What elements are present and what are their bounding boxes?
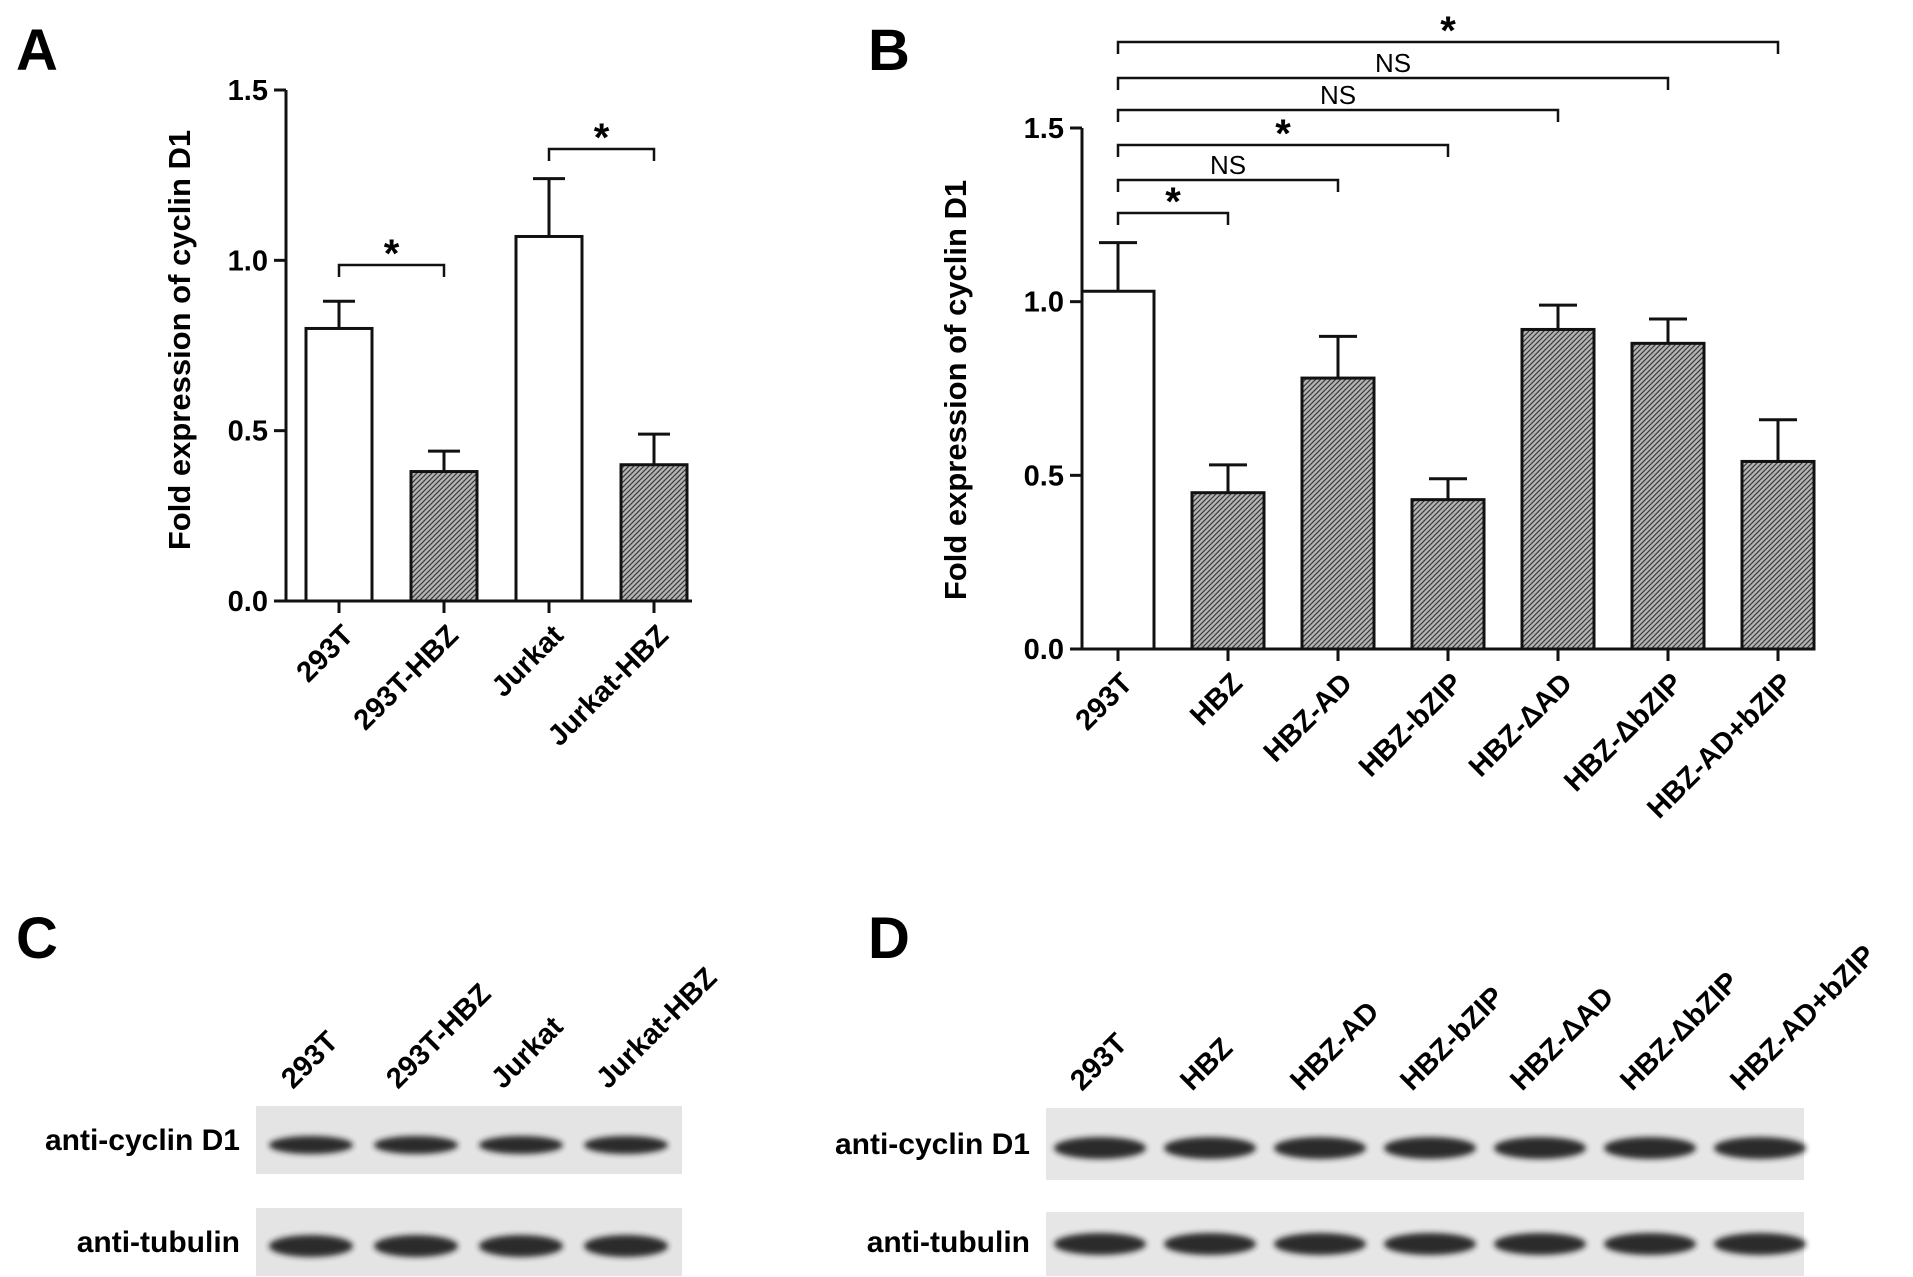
blot-d-band	[1164, 1233, 1256, 1255]
blot-d-lane-label: HBZ-AD+bZIP	[1724, 939, 1882, 1097]
chart-a-bar	[409, 470, 479, 603]
blot-d-lane-label: HBZ	[1174, 1032, 1239, 1097]
blot-d-band	[1494, 1137, 1586, 1159]
blot-c-band	[584, 1136, 668, 1154]
chart-a-ytick-label: 1.5	[228, 75, 268, 107]
blot-d-band	[1604, 1137, 1696, 1159]
chart-b-significance-label: NS	[1375, 48, 1411, 78]
chart-a-ylabel: Fold expression of cyclin D1	[162, 130, 197, 550]
chart-b-category-label: HBZ-bZIP	[1353, 667, 1469, 783]
blot-d-band	[1384, 1233, 1476, 1255]
chart-a-bar	[514, 234, 584, 603]
chart-a-category-label: 293T	[291, 619, 361, 689]
blot-d-lane-label: HBZ-ΔbZIP	[1614, 966, 1745, 1097]
blot-d-band	[1274, 1233, 1366, 1255]
blot-c-band	[374, 1136, 458, 1154]
blot-d-band	[1054, 1137, 1146, 1159]
chart-b-bar	[1300, 376, 1376, 651]
blot-d-row-label-tubulin: anti-tubulin	[867, 1226, 1030, 1259]
chart-a-ytick-label: 0.0	[228, 586, 268, 618]
panel-letter-b: B	[868, 18, 910, 83]
chart-a-significance-label: *	[594, 116, 610, 160]
chart-b-significance-label: *	[1275, 112, 1291, 156]
panel-letter-c: C	[16, 906, 58, 971]
chart-b-significance-bracket	[1116, 40, 1780, 54]
chart-a-ytick-label: 1.0	[228, 245, 268, 277]
chart-b-bar	[1740, 459, 1816, 651]
chart-b-ytick-label: 0.5	[1024, 460, 1064, 492]
chart-b-category-label: HBZ-ΔAD	[1463, 667, 1579, 783]
chart-b-category-label: HBZ	[1184, 667, 1249, 732]
blot-c-band	[269, 1235, 353, 1257]
chart-b-bar	[1410, 498, 1486, 651]
blot-d-band	[1384, 1137, 1476, 1159]
blot-c-row-label-tubulin: anti-tubulin	[77, 1226, 240, 1259]
blot-c-band	[479, 1235, 563, 1257]
blot-c-lane-label: 293T-HBZ	[380, 978, 497, 1095]
panel-letter-d: D	[868, 906, 910, 971]
chart-b-ytick-label: 1.5	[1024, 113, 1064, 145]
blot-c-band	[479, 1136, 563, 1154]
chart-a-significance-bracket	[547, 147, 656, 161]
blot-d-band	[1164, 1137, 1256, 1159]
chart-b-significance-bracket	[1116, 143, 1450, 157]
chart-b-category-label: 293T	[1070, 667, 1140, 737]
chart-b: Fold expression of cyclin D1 0.0 0.5 1.0 1.…	[938, 9, 1816, 825]
blot-c-lane-label: 293T	[275, 1025, 345, 1095]
chart-b-bar	[1190, 491, 1266, 651]
chart-b-ytick-label: 0.0	[1024, 634, 1064, 666]
chart-b-bar	[1630, 341, 1706, 651]
blot-d-band	[1714, 1233, 1806, 1255]
blot-c-band	[269, 1136, 353, 1154]
chart-b-ytick-label: 1.0	[1024, 287, 1064, 319]
blot-d-row-label-cyclin: anti-cyclin D1	[835, 1128, 1030, 1161]
blot-c-lane-label: Jurkat	[485, 1011, 569, 1095]
blot-d-band	[1274, 1137, 1366, 1159]
chart-b-significance-bracket	[1116, 178, 1340, 192]
blot-d: anti-cyclin D1 anti-tubulin 293T HBZ HBZ-A…	[835, 939, 1882, 1276]
chart-a-bar	[619, 463, 689, 603]
chart-a-ytick-label: 0.5	[228, 416, 268, 448]
chart-b-ylabel: Fold expression of cyclin D1	[938, 180, 973, 600]
chart-a-category-label: Jurkat	[486, 619, 570, 703]
blot-d-lane-label: HBZ-AD	[1284, 996, 1385, 1097]
blot-d-band	[1054, 1233, 1146, 1255]
chart-b-category-label: HBZ-AD	[1258, 667, 1359, 768]
blot-c-band	[374, 1235, 458, 1257]
blot-d-lane-label: 293T	[1064, 1027, 1134, 1097]
chart-b-bar	[1080, 289, 1156, 651]
blot-d-band	[1604, 1233, 1696, 1255]
chart-b-significance-bracket	[1116, 76, 1670, 90]
chart-b-significance-label: *	[1440, 9, 1456, 53]
chart-a-significance-bracket	[337, 263, 446, 277]
chart-b-significance-label: NS	[1210, 150, 1246, 180]
blot-c-band	[584, 1235, 668, 1257]
chart-a: Fold expression of cyclin D1 0.0 0.5 1.0 1.…	[162, 75, 692, 752]
blot-c-lane-label: Jurkat-HBZ	[590, 962, 723, 1095]
chart-b-significance-label: *	[1165, 180, 1181, 224]
blot-d-lane-label: HBZ-ΔAD	[1504, 981, 1620, 1097]
blot-d-band	[1714, 1137, 1806, 1159]
chart-a-significance-label: *	[384, 232, 400, 276]
blot-c: anti-cyclin D1 anti-tubulin 293T 293T-HBZ…	[45, 962, 723, 1276]
chart-a-bar	[304, 326, 374, 603]
blot-d-band	[1494, 1233, 1586, 1255]
chart-b-significance-label: NS	[1320, 80, 1356, 110]
panel-letter-a: A	[16, 18, 58, 83]
chart-a-category-label: 293T-HBZ	[348, 619, 465, 736]
chart-b-significance-bracket	[1116, 211, 1230, 225]
chart-b-bar	[1520, 327, 1596, 651]
chart-b-significance-bracket	[1116, 108, 1560, 122]
blot-d-lane-label: HBZ-bZIP	[1394, 981, 1510, 1097]
blot-c-row-label-cyclin: anti-cyclin D1	[45, 1124, 240, 1157]
